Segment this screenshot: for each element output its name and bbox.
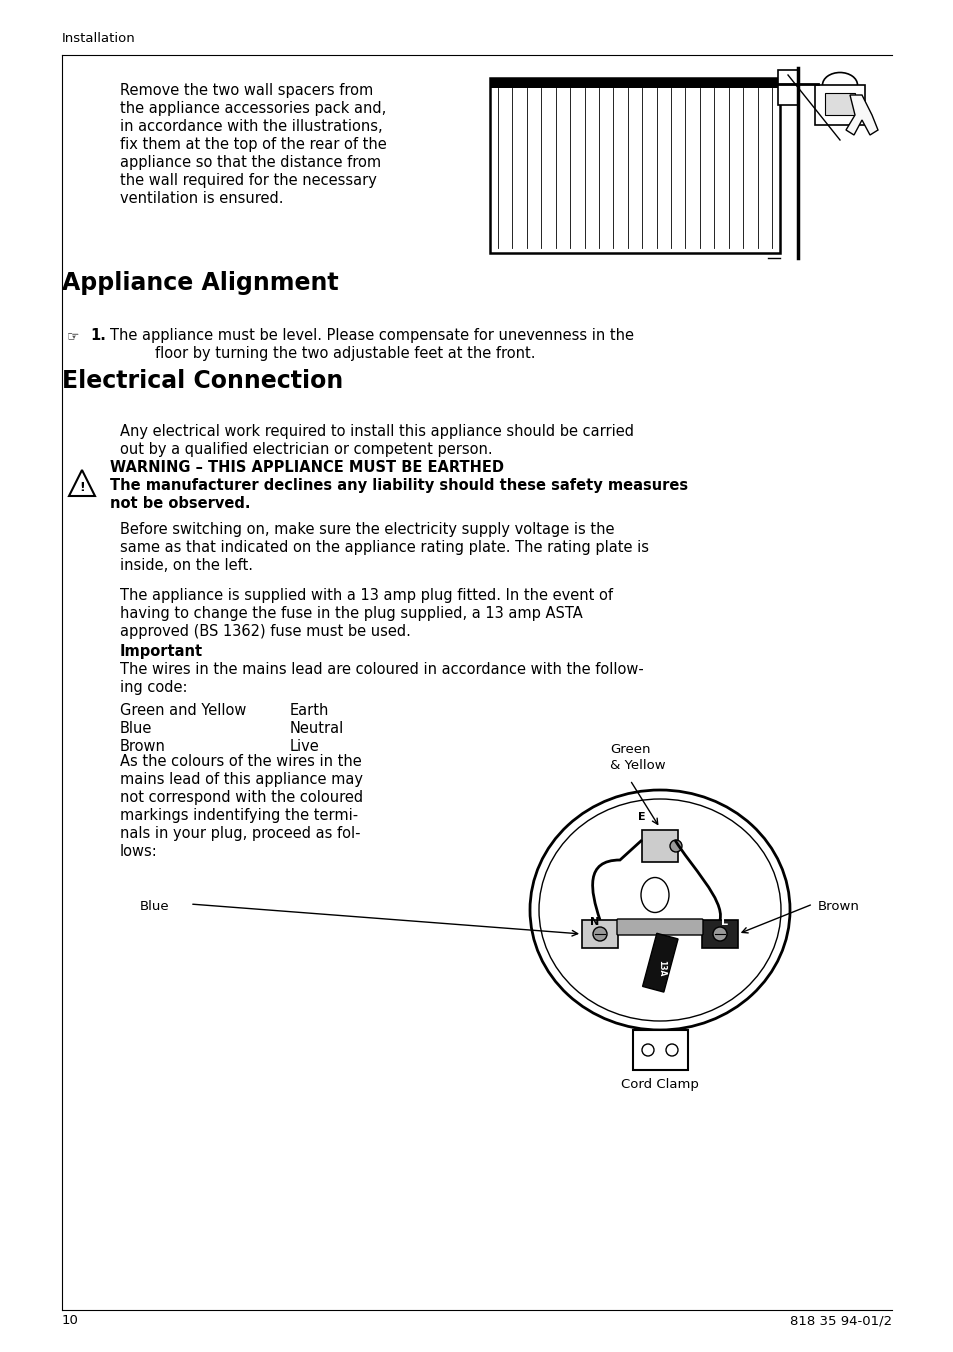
Text: & Yellow: & Yellow	[609, 758, 665, 772]
Text: mains lead of this appliance may: mains lead of this appliance may	[120, 772, 363, 787]
FancyBboxPatch shape	[814, 85, 864, 124]
Text: Green: Green	[609, 744, 650, 756]
Text: not correspond with the coloured: not correspond with the coloured	[120, 790, 363, 804]
Text: Brown: Brown	[817, 900, 859, 913]
Text: appliance so that the distance from: appliance so that the distance from	[120, 155, 381, 170]
Circle shape	[712, 927, 726, 941]
Text: L: L	[720, 917, 728, 927]
Text: approved (BS 1362) fuse must be used.: approved (BS 1362) fuse must be used.	[120, 625, 411, 639]
Text: inside, on the left.: inside, on the left.	[120, 558, 253, 573]
Text: The appliance must be level. Please compensate for unevenness in the: The appliance must be level. Please comp…	[110, 329, 634, 343]
Text: lows:: lows:	[120, 844, 157, 859]
Text: Green and Yellow: Green and Yellow	[120, 703, 246, 718]
Text: Any electrical work required to install this appliance should be carried: Any electrical work required to install …	[120, 425, 634, 439]
Text: Important: Important	[120, 644, 203, 658]
Text: having to change the fuse in the plug supplied, a 13 amp ASTA: having to change the fuse in the plug su…	[120, 606, 582, 621]
Text: Before switching on, make sure the electricity supply voltage is the: Before switching on, make sure the elect…	[120, 522, 614, 537]
Text: !: !	[79, 481, 85, 493]
Text: Neutral: Neutral	[290, 721, 344, 735]
Text: Brown: Brown	[120, 740, 166, 754]
Text: fix them at the top of the rear of the: fix them at the top of the rear of the	[120, 137, 386, 151]
Circle shape	[669, 840, 681, 852]
FancyBboxPatch shape	[490, 78, 780, 253]
Text: Blue: Blue	[120, 721, 152, 735]
Text: 13A: 13A	[657, 960, 666, 976]
Text: same as that indicated on the appliance rating plate. The rating plate is: same as that indicated on the appliance …	[120, 539, 648, 556]
FancyBboxPatch shape	[581, 919, 618, 948]
FancyBboxPatch shape	[642, 933, 678, 992]
FancyBboxPatch shape	[778, 70, 797, 105]
FancyBboxPatch shape	[633, 1030, 687, 1069]
Text: Live: Live	[290, 740, 319, 754]
Text: WARNING – THIS APPLIANCE MUST BE EARTHED: WARNING – THIS APPLIANCE MUST BE EARTHED	[110, 460, 503, 475]
Text: ☞: ☞	[67, 329, 79, 343]
Text: As the colours of the wires in the: As the colours of the wires in the	[120, 754, 361, 769]
Text: ventilation is ensured.: ventilation is ensured.	[120, 191, 283, 206]
Text: Installation: Installation	[62, 32, 135, 45]
Text: 1.: 1.	[90, 329, 106, 343]
Text: in accordance with the illustrations,: in accordance with the illustrations,	[120, 119, 382, 134]
FancyBboxPatch shape	[824, 93, 854, 115]
Text: Appliance Alignment: Appliance Alignment	[62, 270, 338, 295]
Text: The appliance is supplied with a 13 amp plug fitted. In the event of: The appliance is supplied with a 13 amp …	[120, 588, 613, 603]
Polygon shape	[845, 95, 877, 135]
Text: nals in your plug, proceed as fol-: nals in your plug, proceed as fol-	[120, 826, 360, 841]
Text: Electrical Connection: Electrical Connection	[62, 369, 343, 393]
Ellipse shape	[530, 790, 789, 1030]
Circle shape	[593, 927, 606, 941]
Text: Blue: Blue	[140, 900, 170, 913]
Text: markings indentifying the termi-: markings indentifying the termi-	[120, 808, 357, 823]
Text: E: E	[638, 813, 645, 822]
Text: The wires in the mains lead are coloured in accordance with the follow-: The wires in the mains lead are coloured…	[120, 662, 643, 677]
Text: Earth: Earth	[290, 703, 329, 718]
Text: N: N	[590, 917, 599, 927]
FancyBboxPatch shape	[490, 78, 780, 88]
Text: Cord Clamp: Cord Clamp	[620, 1078, 699, 1091]
Text: floor by turning the two adjustable feet at the front.: floor by turning the two adjustable feet…	[154, 346, 535, 361]
Circle shape	[641, 1044, 654, 1056]
Text: 10: 10	[62, 1314, 79, 1328]
Ellipse shape	[538, 799, 781, 1021]
Text: The manufacturer declines any liability should these safety measures: The manufacturer declines any liability …	[110, 479, 687, 493]
Text: ing code:: ing code:	[120, 680, 188, 695]
Ellipse shape	[640, 877, 668, 913]
Polygon shape	[69, 470, 95, 496]
Text: the wall required for the necessary: the wall required for the necessary	[120, 173, 376, 188]
Text: not be observed.: not be observed.	[110, 496, 251, 511]
Text: 818 35 94-01/2: 818 35 94-01/2	[789, 1314, 891, 1328]
FancyBboxPatch shape	[701, 919, 738, 948]
FancyBboxPatch shape	[617, 919, 702, 936]
Text: out by a qualified electrician or competent person.: out by a qualified electrician or compet…	[120, 442, 492, 457]
Text: Remove the two wall spacers from: Remove the two wall spacers from	[120, 82, 373, 97]
Text: the appliance accessories pack and,: the appliance accessories pack and,	[120, 101, 386, 116]
FancyBboxPatch shape	[641, 830, 678, 863]
Circle shape	[665, 1044, 678, 1056]
